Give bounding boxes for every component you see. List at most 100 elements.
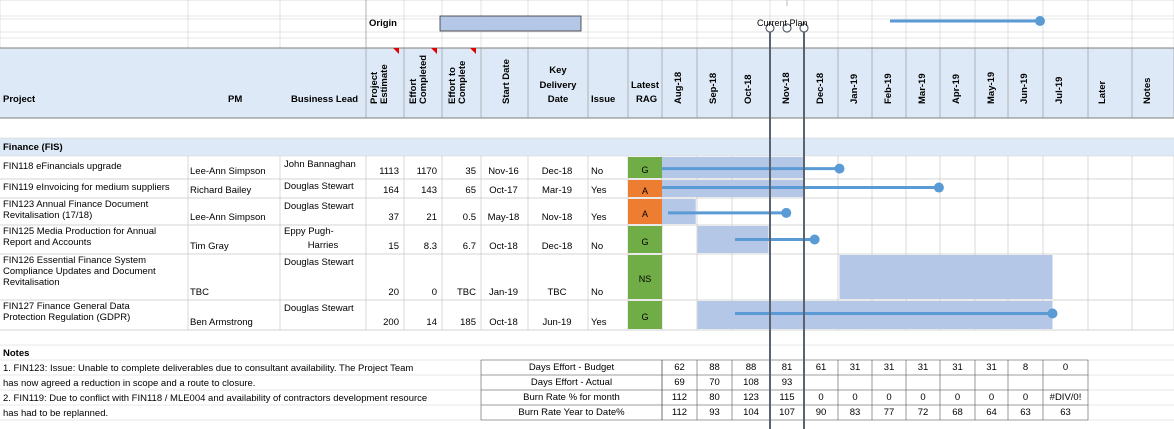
cell-comp: 0 bbox=[431, 287, 437, 298]
pm-name: Lee-Ann Simpson bbox=[190, 166, 266, 177]
cell-delivery: Nov-18 bbox=[541, 212, 573, 223]
cell-start: Oct-18 bbox=[489, 317, 518, 328]
project-name: FIN125 Media Production for Annual bbox=[3, 226, 157, 237]
summary-value: 31 bbox=[917, 362, 929, 373]
summary-value: 61 bbox=[815, 362, 827, 373]
cell-est: 164 bbox=[383, 185, 399, 196]
col-header-month-4: Dec-18 bbox=[815, 72, 826, 104]
header-band bbox=[0, 48, 1174, 118]
business-lead: Eppy Pugh- bbox=[284, 226, 334, 237]
plan-end-dot bbox=[834, 163, 845, 174]
plan-end-dot bbox=[933, 182, 944, 193]
cell-delivery: Dec-18 bbox=[541, 166, 573, 177]
pm-name: Tim Gray bbox=[190, 241, 229, 252]
plan-end-dot bbox=[809, 234, 820, 245]
cell-toc: 0.5 bbox=[462, 212, 476, 223]
project-name: Revitalisation (17/18) bbox=[3, 210, 93, 221]
cell-start: Oct-18 bbox=[489, 241, 518, 252]
current-plan-legend-dot bbox=[1035, 16, 1045, 26]
col-header-key-delivery-1: Key bbox=[549, 65, 567, 76]
col-header-effort-to-complete: Effort to Complete bbox=[447, 60, 468, 104]
cell-toc: TBC bbox=[457, 287, 476, 298]
summary-value: 64 bbox=[986, 407, 997, 418]
summary-value: 0 bbox=[1062, 362, 1069, 373]
cell-issue: No bbox=[591, 241, 604, 252]
col-header-key-delivery-2: Delivery bbox=[539, 80, 577, 91]
col-header-project-estimate: Project Estimate bbox=[369, 64, 390, 104]
section-band bbox=[0, 138, 1174, 156]
col-header-month-8: Apr-19 bbox=[951, 73, 962, 104]
col-header-month-11: Jul-19 bbox=[1054, 76, 1065, 104]
summary-value: 63 bbox=[1020, 407, 1031, 418]
project-name: Report and Accounts bbox=[3, 237, 92, 248]
summary-label: Days Effort - Actual bbox=[530, 377, 613, 388]
summary-value: 93 bbox=[781, 377, 793, 388]
cell-est: 1113 bbox=[379, 166, 399, 177]
col-header-rag: RAG bbox=[636, 94, 658, 105]
cell-issue: No bbox=[591, 287, 604, 298]
cell-start: May-18 bbox=[487, 212, 520, 223]
summary-value: 0 bbox=[988, 392, 995, 403]
cell-comp: 143 bbox=[421, 185, 437, 196]
section-title: Finance (FIS) bbox=[3, 142, 63, 153]
col-header-issue: Issue bbox=[591, 94, 616, 105]
cell-issue: No bbox=[591, 166, 604, 177]
plan-end-dot bbox=[1047, 308, 1058, 319]
cell-start: Oct-17 bbox=[489, 185, 518, 196]
summary-value: 115 bbox=[779, 392, 795, 403]
rag-status: G bbox=[628, 301, 662, 329]
summary-value: 77 bbox=[883, 407, 895, 418]
comment-marker bbox=[470, 48, 476, 54]
cell-toc: 35 bbox=[465, 166, 476, 177]
summary-value: 8 bbox=[1022, 362, 1029, 373]
summary-value: 62 bbox=[674, 362, 685, 373]
col-header-business-lead: Business Lead bbox=[291, 94, 359, 105]
rag-status: G bbox=[628, 226, 662, 253]
cell-delivery: TBC bbox=[547, 287, 567, 298]
project-name: FIN126 Essential Finance System bbox=[3, 255, 147, 266]
summary-value: 0 bbox=[818, 392, 824, 403]
summary-value: 93 bbox=[709, 407, 720, 418]
comment-marker bbox=[431, 48, 437, 54]
rag-status: A bbox=[628, 199, 662, 224]
col-header-month-7: Mar-19 bbox=[917, 73, 928, 104]
pm-name: Lee-Ann Simpson bbox=[190, 212, 266, 223]
project-name: FIN123 Annual Finance Document bbox=[3, 199, 149, 210]
col-header-latest: Latest bbox=[631, 80, 659, 91]
notes-line: has now agreed a reduction in scope and … bbox=[3, 378, 256, 389]
summary-value: 83 bbox=[849, 407, 861, 418]
col-header-month-6: Feb-19 bbox=[883, 73, 894, 104]
cell-issue: Yes bbox=[591, 212, 607, 223]
summary-value: 31 bbox=[883, 362, 895, 373]
notes-line: 1. FIN123: Issue: Unable to complete del… bbox=[3, 363, 414, 374]
summary-value: 88 bbox=[745, 362, 757, 373]
col-header-month-10: Jun-19 bbox=[1019, 73, 1030, 104]
origin-bar bbox=[839, 255, 1053, 299]
summary-value: 0 bbox=[920, 392, 926, 403]
summary-value: 31 bbox=[849, 362, 861, 373]
summary-value: 72 bbox=[917, 407, 929, 418]
col-header-month-9: May-19 bbox=[986, 71, 997, 104]
comment-marker bbox=[393, 48, 399, 54]
col-header-start-date: Start Date bbox=[501, 59, 512, 104]
col-header-month-3: Nov-18 bbox=[781, 72, 792, 104]
business-lead: Douglas Stewart bbox=[284, 201, 354, 212]
business-lead: Douglas Stewart bbox=[284, 181, 354, 192]
col-header-key-delivery-3: Date bbox=[547, 94, 569, 105]
summary-value: 104 bbox=[743, 407, 759, 418]
business-lead: Douglas Stewart bbox=[284, 257, 354, 268]
cell-comp: 14 bbox=[426, 317, 437, 328]
summary-value: #DIV/0! bbox=[1049, 392, 1082, 403]
project-name: Protection Regulation (GDPR) bbox=[3, 312, 131, 323]
summary-value: 0 bbox=[1022, 392, 1029, 403]
notes-line: has had to be replanned. bbox=[3, 408, 109, 419]
pm-name: TBC bbox=[190, 287, 209, 298]
notes-title: Notes bbox=[3, 348, 30, 359]
summary-value: 108 bbox=[743, 377, 759, 388]
current-plan-label: Current Plan bbox=[757, 18, 808, 28]
summary-value: 31 bbox=[986, 362, 997, 373]
cell-delivery: Dec-18 bbox=[541, 241, 573, 252]
cell-toc: 6.7 bbox=[462, 241, 476, 252]
table-row bbox=[0, 156, 1174, 179]
col-header-month-1: Sep-18 bbox=[708, 72, 719, 104]
